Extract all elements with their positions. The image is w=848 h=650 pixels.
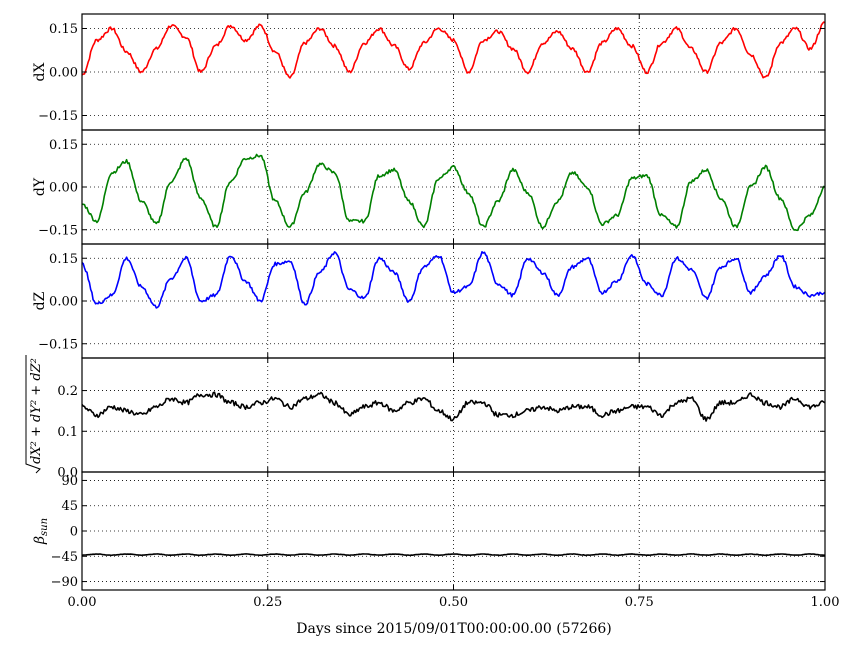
grid-dZ [81, 244, 826, 358]
x-tick-label: 0.75 [625, 595, 654, 610]
panel-dX: −0.15 0.00 0.15 dX [32, 13, 826, 131]
y-tick-label-dZ: 0.15 [49, 252, 78, 267]
y-axis-label-dY: dY [32, 177, 48, 196]
series-line-dR [81, 391, 826, 422]
grid-beta [81, 472, 826, 590]
y-tick-label-dX: 0.00 [49, 66, 78, 81]
y-axis-label-beta: βsun [32, 518, 50, 545]
y-axis-label-dX: dX [32, 63, 48, 82]
shared-x-axis: 0.00 0.25 0.50 0.75 1.00 [68, 595, 840, 610]
grid-dR [81, 358, 826, 473]
y-tick-label-dR: 0.1 [57, 425, 78, 440]
series-line-dZ [81, 251, 826, 309]
y-tick-label-dX: 0.15 [49, 22, 78, 37]
series-line-dX [81, 21, 826, 79]
y-axis-label-dZ: dZ [32, 291, 48, 310]
panel-frame-dX [81, 13, 826, 131]
panel-dR: 0.0 0.1 0.2 dX² + dY² + dZ² [25, 355, 826, 481]
y-tick-label-beta: −90 [51, 575, 78, 590]
y-tick-label-dZ: −0.15 [38, 337, 78, 352]
y-tick-label-dR: 0.2 [57, 384, 78, 399]
y-tick-label-dR: 0.0 [57, 466, 78, 481]
panel-dY: −0.15 0.00 0.15 dY [32, 129, 826, 245]
y-axis-label-dR: dX² + dY² + dZ² [25, 355, 44, 474]
chart-panels: −0.150.000.15dX−0.150.000.15dY−0.150.000… [25, 13, 826, 591]
series-line-dY [81, 153, 826, 232]
y-axis-label-text-beta: βsun [32, 518, 50, 545]
y-tick-label-dZ: 0.00 [49, 295, 78, 310]
y-tick-label-beta: 45 [61, 499, 78, 514]
y-tick-label-beta: −45 [51, 550, 78, 565]
grid-dX [81, 14, 826, 130]
y-tick-label-dY: 0.00 [49, 181, 78, 196]
x-tick-label: 0.50 [439, 595, 468, 610]
y-tick-label-beta: 90 [61, 474, 78, 489]
y-tick-label-beta: 0 [70, 525, 78, 540]
x-tick-label: 0.00 [68, 595, 97, 610]
x-tick-label: 0.25 [253, 595, 282, 610]
y-axis-label-text-dR: dX² + dY² + dZ² [29, 358, 44, 464]
panel-dZ: −0.15 0.00 0.15 dZ [32, 243, 826, 359]
series-line-beta [81, 553, 825, 557]
panel-beta: −90 −45 0 45 90 βsun [32, 471, 826, 591]
x-axis-label: Days since 2015/09/01T00:00:00.00 (57266… [296, 621, 611, 637]
y-tick-label-dY: −0.15 [38, 223, 78, 238]
radical-sign [25, 355, 41, 474]
x-tick-label: 1.00 [811, 595, 840, 610]
y-tick-label-dX: −0.15 [38, 109, 78, 124]
y-tick-label-dY: 0.15 [49, 138, 78, 153]
